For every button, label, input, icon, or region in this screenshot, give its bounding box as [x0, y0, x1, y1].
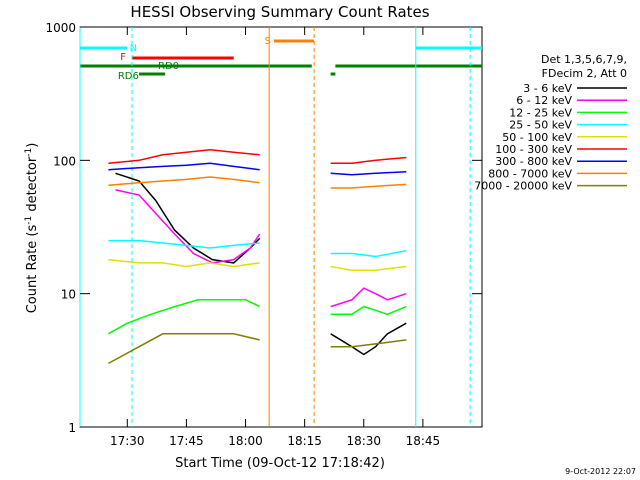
y-tick-label-3: 1000 — [45, 21, 76, 35]
series-8-seg2 — [330, 339, 407, 348]
series-2-seg1 — [108, 299, 261, 335]
legend-label-7: 800 - 7000 keV — [488, 167, 572, 180]
x-tick-label-5: 18:45 — [406, 434, 441, 448]
legend-label-8: 7000 - 20000 keV — [474, 180, 572, 193]
event-vertical-lines — [79, 27, 471, 427]
series-4-seg2 — [330, 265, 407, 271]
series-5-seg2 — [330, 156, 407, 165]
series-8-seg1 — [108, 333, 260, 365]
y-tick-label-2: 100 — [53, 154, 76, 168]
flag-label-2: F — [120, 52, 126, 63]
x-tick-label-4: 18:30 — [346, 434, 381, 448]
footer-date: 9-Oct-2012 22:07 — [565, 467, 636, 476]
series-0-seg2 — [330, 322, 407, 356]
x-tick-label-1: 17:45 — [169, 434, 204, 448]
legend-label-1: 6 - 12 keV — [516, 94, 572, 107]
legend-label-5: 100 - 300 keV — [495, 143, 572, 156]
flag-label-7: S — [264, 36, 270, 47]
chart-title: HESSI Observing Summary Count Rates — [130, 3, 429, 21]
x-axis-label: Start Time (09-Oct-12 17:18:42) — [175, 456, 385, 471]
y-axis-label: Count Rate (s-1 detector-1) — [24, 143, 40, 314]
legend-label-3: 25 - 50 keV — [509, 119, 572, 132]
series-3-seg2 — [330, 249, 407, 258]
legend-label-2: 12 - 25 keV — [509, 106, 572, 119]
y-axis: 1 10 100 1000 — [45, 21, 482, 435]
plot-frame — [79, 26, 483, 428]
legend-header-1: Det 1,3,5,6,7,9, — [541, 53, 627, 66]
x-axis: 17:30 17:45 18:00 18:15 18:30 18:45 — [110, 27, 440, 448]
observing-flags: NF RD0 RD6 S — [80, 36, 482, 82]
series-6-seg2 — [330, 171, 407, 176]
series-2-seg2 — [330, 305, 407, 316]
flag-label-0: N — [130, 43, 137, 54]
legend-label-4: 50 - 100 keV — [502, 131, 572, 144]
series-0-seg1 — [115, 172, 261, 264]
series-7-seg1 — [108, 176, 260, 187]
x-tick-label-0: 17:30 — [110, 434, 145, 448]
series-1-seg1 — [115, 189, 261, 264]
series-5-seg1 — [108, 149, 260, 165]
legend-header-2: FDecim 2, Att 0 — [542, 67, 627, 80]
flag-label-3: RD0 — [158, 61, 179, 72]
y-tick-label-1: 10 — [61, 288, 76, 302]
legend-label-6: 300 - 800 keV — [495, 155, 572, 168]
legend-label-0: 3 - 6 keV — [523, 82, 572, 95]
flag-label-5: RD6 — [118, 71, 139, 82]
series-7-seg2 — [330, 183, 407, 189]
series-4-seg1 — [108, 258, 260, 268]
y-tick-label-0: 1 — [68, 421, 76, 435]
x-tick-label-3: 18:15 — [287, 434, 322, 448]
series-6-seg1 — [108, 162, 260, 171]
series-1-seg2 — [330, 287, 407, 308]
series-3-seg1 — [108, 239, 260, 249]
legend: Det 1,3,5,6,7,9, FDecim 2, Att 0 3 - 6 k… — [474, 53, 627, 193]
series-lines — [108, 149, 407, 365]
x-tick-label-2: 18:00 — [228, 434, 263, 448]
